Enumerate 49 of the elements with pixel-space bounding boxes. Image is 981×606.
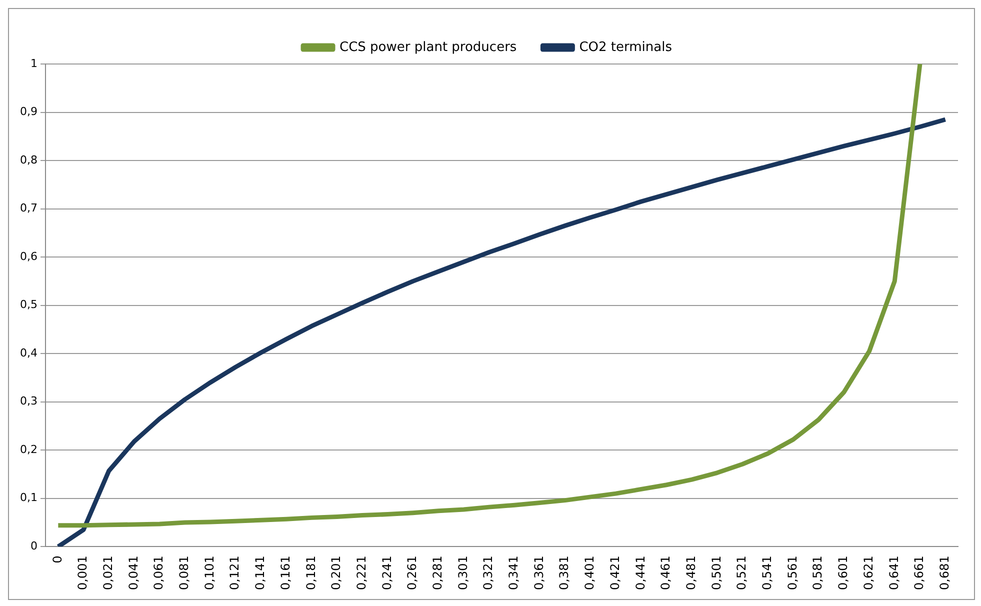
x-tick-label: 0,481	[684, 556, 698, 590]
x-tick-label: 0,021	[100, 556, 115, 590]
x-tick-label: 0,561	[785, 556, 800, 590]
y-tick-label: 0,4	[20, 346, 38, 360]
x-tick-label: 0,421	[608, 556, 622, 590]
x-tick-label: 0,141	[253, 556, 268, 590]
x-tick-label: 0,001	[76, 556, 90, 590]
y-tick-label: 0,6	[20, 250, 38, 263]
x-tick-label: 0,541	[760, 556, 774, 590]
x-tick-label: 0,581	[810, 556, 825, 590]
x-tick-label: 0,301	[456, 556, 470, 590]
y-tick-label: 0,2	[20, 442, 38, 456]
x-tick-label: 0,341	[506, 556, 521, 590]
x-tick-label: 0,661	[912, 556, 926, 590]
x-tick-label: 0,641	[886, 556, 901, 590]
x-tick-label: 0,321	[481, 556, 496, 590]
y-tick-label: 0,3	[20, 394, 38, 408]
x-tick-label: 0,241	[380, 556, 394, 590]
x-tick-label: 0,081	[177, 556, 192, 590]
x-tick-label: 0,381	[557, 556, 572, 590]
y-tick-label: 0,1	[20, 491, 38, 504]
x-tick-label: 0,101	[202, 556, 216, 590]
x-tick-label: 0,361	[532, 556, 546, 590]
x-tick-label: 0,501	[709, 556, 724, 590]
x-tick-label: 0,041	[126, 556, 140, 590]
x-tick-label: 0,621	[861, 556, 876, 590]
x-tick-label: 0,201	[329, 556, 344, 590]
x-tick-label: 0,401	[582, 556, 597, 590]
x-tick-label: 0,441	[633, 556, 648, 590]
legend-label: CCS power plant producers	[340, 40, 517, 55]
x-tick-label: 0,521	[734, 556, 749, 590]
x-tick-label: 0,061	[152, 556, 166, 590]
y-tick-label: 0,9	[20, 105, 38, 118]
y-tick-label: 0,5	[20, 298, 38, 312]
x-tick-label: 0,461	[658, 556, 673, 590]
y-tick-label: 0,7	[20, 202, 38, 215]
x-tick-label: 0,221	[354, 556, 368, 590]
y-tick-label: 0,8	[20, 153, 38, 166]
x-tick-label: 0,281	[430, 556, 445, 590]
legend-label: CO2 terminals	[579, 40, 672, 55]
x-tick-label: 0,261	[405, 556, 420, 590]
x-tick-label: 0,161	[278, 556, 292, 590]
x-tick-label: 0,181	[304, 556, 318, 590]
x-tick-label: 0,681	[937, 556, 952, 590]
x-tick-label: 0,601	[836, 556, 850, 590]
x-tick-label: 0,121	[228, 556, 242, 590]
y-tick-label: 1	[30, 56, 38, 70]
x-tick-label: 0	[50, 556, 64, 564]
y-tick-label: 0	[30, 540, 38, 553]
